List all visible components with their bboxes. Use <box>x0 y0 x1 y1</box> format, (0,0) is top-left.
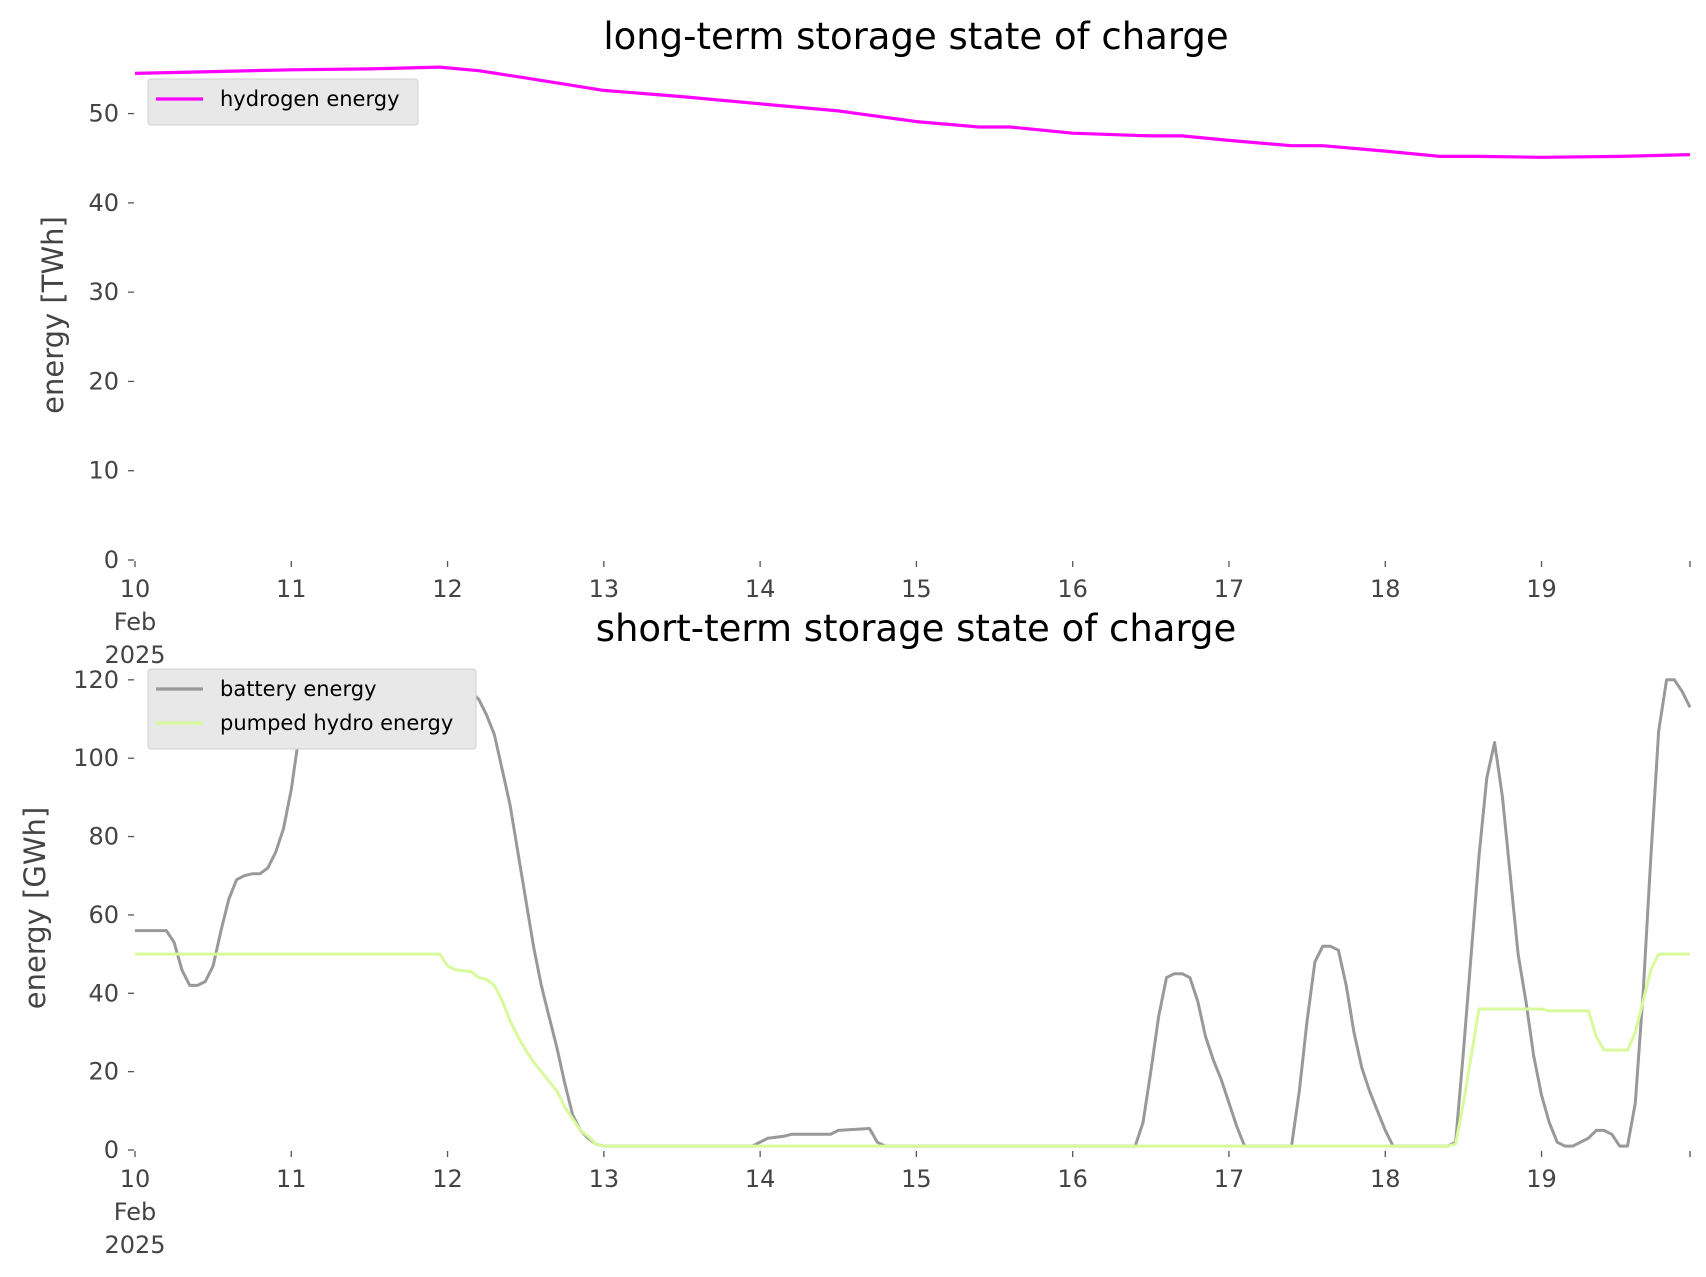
x-tick-label: 10 Feb 2025 <box>104 575 165 669</box>
chart-title: short-term storage state of charge <box>596 607 1237 650</box>
legend-label: battery energy <box>220 677 377 701</box>
y-tick-label: 0 <box>104 546 119 574</box>
x-tick-label: 17 <box>1214 575 1245 603</box>
y-tick-label: 40 <box>88 189 119 217</box>
y-tick-label: 20 <box>88 367 119 395</box>
x-tick-label: 14 <box>745 575 776 603</box>
short-term-storage-chart: short-term storage state of charge energ… <box>18 607 1692 1259</box>
x-tick-label: 13 <box>589 575 620 603</box>
legend-label: hydrogen energy <box>220 87 400 111</box>
y-tick-label: 120 <box>73 666 119 694</box>
x-axis: 10 Feb 2025 11 12 13 14 15 16 17 18 19 <box>104 561 1691 669</box>
y-axis: 0 20 40 60 80 100 120 <box>73 666 134 1164</box>
y-axis-label: energy [TWh] <box>36 216 70 414</box>
x-tick-label: 15 <box>901 1165 932 1193</box>
x-tick-label: 16 <box>1057 575 1088 603</box>
x-tick-label: 16 <box>1057 1165 1088 1193</box>
y-tick-label: 60 <box>88 901 119 929</box>
legend: hydrogen energy <box>147 78 419 126</box>
long-term-storage-chart: long-term storage state of charge energy… <box>36 15 1691 669</box>
legend-label: pumped hydro energy <box>220 711 453 735</box>
series-line-0 <box>134 65 1691 159</box>
plot-area <box>134 65 1691 159</box>
legend-box <box>147 668 477 750</box>
series-line-1 <box>135 952 1690 1148</box>
chart-title: long-term storage state of charge <box>603 15 1228 58</box>
y-tick-label: 20 <box>88 1058 119 1086</box>
x-tick-label: 19 <box>1526 1165 1557 1193</box>
y-tick-label: 0 <box>104 1136 119 1164</box>
y-tick-label: 10 <box>88 457 119 485</box>
x-tick-label: 12 <box>432 575 463 603</box>
y-axis: 0 10 20 30 40 50 <box>88 100 134 574</box>
x-tick-label: 11 <box>276 575 307 603</box>
legend-box <box>147 78 419 126</box>
y-tick-label: 80 <box>88 823 119 851</box>
x-tick-label: 11 <box>276 1165 307 1193</box>
x-tick-label: 12 <box>432 1165 463 1193</box>
y-axis-label: energy [GWh] <box>18 807 52 1009</box>
x-tick-label: 10 Feb 2025 <box>104 1165 165 1259</box>
x-tick-label: 14 <box>745 1165 776 1193</box>
y-tick-label: 100 <box>73 744 119 772</box>
x-axis: 10 Feb 2025 11 12 13 14 15 16 17 18 19 <box>104 1151 1691 1259</box>
x-tick-label: 18 <box>1370 1165 1401 1193</box>
x-tick-label: 18 <box>1370 575 1401 603</box>
y-tick-label: 50 <box>88 100 119 128</box>
legend: battery energy pumped hydro energy <box>147 668 477 750</box>
x-tick-label: 19 <box>1526 575 1557 603</box>
y-tick-label: 30 <box>88 278 119 306</box>
x-tick-label: 17 <box>1214 1165 1245 1193</box>
y-tick-label: 40 <box>88 979 119 1007</box>
x-tick-label: 13 <box>589 1165 620 1193</box>
x-tick-label: 15 <box>901 575 932 603</box>
